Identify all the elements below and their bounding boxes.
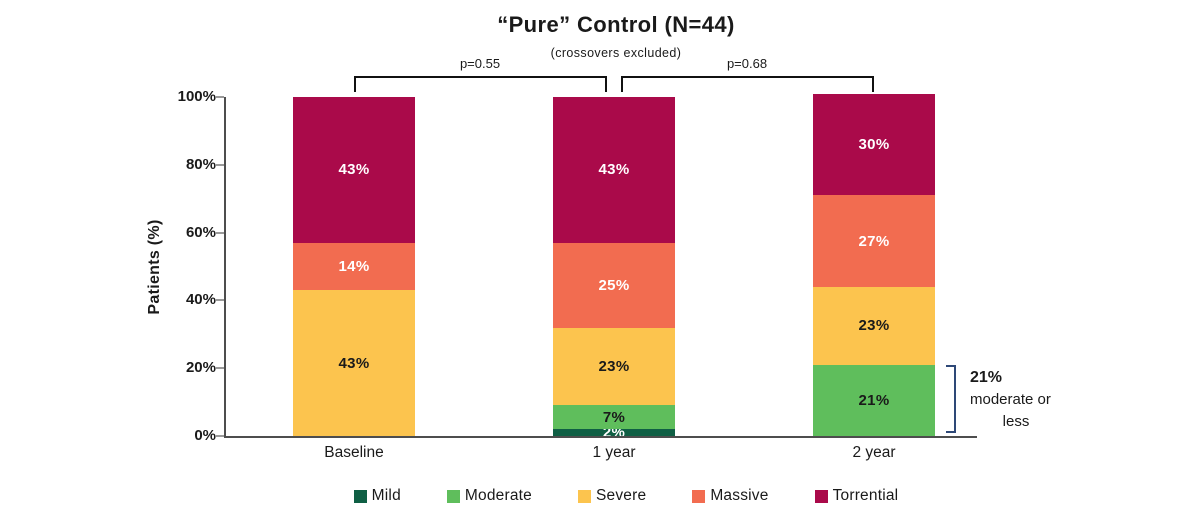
legend-item-mild: Mild (353, 487, 401, 505)
legend-item-moderate: Moderate (446, 487, 532, 505)
x-axis-label: 1 year (592, 444, 636, 461)
y-tick-label: 20% (185, 359, 216, 377)
pvalue-label-1year-vs-2year: p=0.68 (726, 56, 768, 71)
y-tick-mark (216, 163, 224, 166)
chart-title: “Pure” Control (N=44) (497, 12, 735, 37)
bar-segment-torrential: 30% (813, 93, 935, 196)
y-tick-label: 100% (177, 88, 216, 105)
legend-item-severe: Severe (578, 487, 646, 505)
pvalue-bracket-baseline-vs-1year (354, 76, 607, 92)
y-tick-mark (216, 435, 224, 437)
bar-segment-value: 43% (598, 161, 630, 179)
bar-segment-value: 23% (598, 358, 630, 375)
legend-label: Torrential (832, 487, 899, 504)
bar-segment-moderate: 7% (553, 405, 675, 430)
bar-segment-value: 43% (338, 161, 370, 179)
bar-segment-torrential: 43% (293, 97, 415, 243)
bar-segment-massive: 14% (293, 242, 415, 291)
bar-segment-severe: 23% (813, 286, 935, 365)
y-tick-label: 80% (185, 155, 216, 173)
bar-segment-value: 27% (858, 232, 890, 250)
bar-segment-massive: 25% (553, 242, 675, 328)
y-axis-line (224, 97, 226, 437)
bar-segment-value: 21% (858, 391, 890, 409)
bar-segment-value: 30% (858, 135, 890, 153)
pvalue-label-baseline-vs-1year: p=0.55 (459, 56, 501, 71)
y-tick-mark (216, 96, 224, 98)
bar-segment-mild: 2% (553, 425, 675, 440)
legend-label: Mild (371, 487, 401, 504)
x-axis-line (224, 436, 977, 438)
chart-subtitle: (crossovers excluded) (550, 46, 682, 60)
pvalue-bracket-1year-vs-2year (621, 76, 874, 92)
legend-item-torrential: Torrential (814, 487, 899, 505)
bar-segment-massive: 27% (813, 195, 935, 287)
y-tick-label: 40% (185, 291, 216, 309)
legend-swatch-icon (446, 489, 460, 503)
bar-segment-torrential: 43% (553, 97, 675, 243)
x-axis-label: 2 year (852, 444, 896, 461)
bar-segment-severe: 23% (553, 327, 675, 406)
annotation-line-2: moderate or (970, 391, 1051, 409)
annotation-line-3: less (1002, 412, 1030, 430)
legend-label: Massive (710, 487, 769, 504)
legend-swatch-icon (814, 489, 828, 503)
bar-segment-value: 23% (858, 317, 890, 335)
y-tick-label: 60% (185, 223, 216, 241)
legend: Mild Moderate Severe Massive Torrential (0, 487, 1200, 505)
y-tick-mark (216, 231, 224, 234)
annotation-text: 21% moderate or less (970, 366, 1080, 433)
legend-label: Moderate (464, 487, 532, 504)
bar-segment-moderate: 21% (813, 364, 935, 436)
legend-item-massive: Massive (692, 487, 768, 505)
legend-swatch-icon (578, 489, 591, 503)
bar-segment-value: 14% (338, 257, 370, 275)
annotation-bracket (946, 365, 956, 433)
y-tick-mark (216, 367, 224, 370)
x-axis-label: Baseline (324, 444, 384, 461)
legend-label: Severe (596, 487, 647, 504)
bar-segment-value: 7% (602, 408, 626, 426)
legend-swatch-icon (692, 489, 706, 503)
annotation-value: 21% (970, 369, 1003, 386)
bar-segment-severe: 43% (293, 290, 415, 436)
bar-segment-value: 43% (338, 354, 370, 372)
y-tick-label: 0% (194, 427, 216, 444)
y-tick-mark (216, 299, 224, 302)
bar-segment-value: 25% (598, 276, 630, 294)
legend-swatch-icon (353, 489, 367, 503)
